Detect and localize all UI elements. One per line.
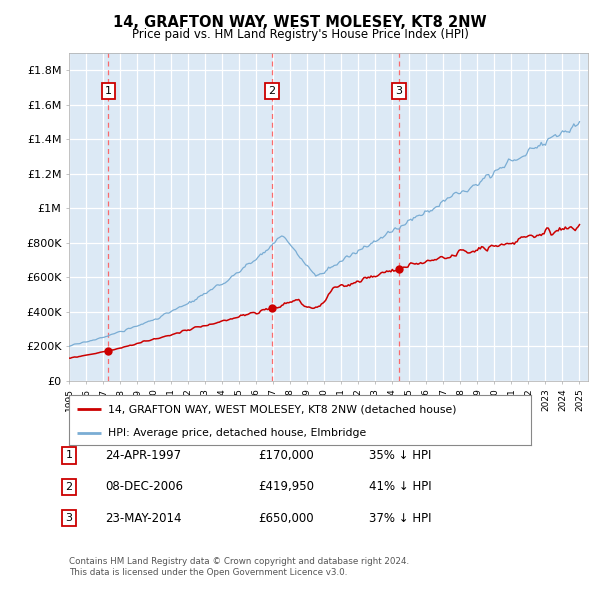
Text: HPI: Average price, detached house, Elmbridge: HPI: Average price, detached house, Elmb… [108,428,367,438]
Text: 41% ↓ HPI: 41% ↓ HPI [369,480,431,493]
Text: 2: 2 [268,86,275,96]
Text: £419,950: £419,950 [258,480,314,493]
Text: Contains HM Land Registry data © Crown copyright and database right 2024.: Contains HM Land Registry data © Crown c… [69,557,409,566]
Text: 1: 1 [104,86,112,96]
Text: 35% ↓ HPI: 35% ↓ HPI [369,449,431,462]
Text: 2: 2 [65,482,73,491]
Text: 3: 3 [395,86,403,96]
Text: 3: 3 [65,513,73,523]
Text: 37% ↓ HPI: 37% ↓ HPI [369,512,431,525]
Text: 1: 1 [65,451,73,460]
Text: This data is licensed under the Open Government Licence v3.0.: This data is licensed under the Open Gov… [69,568,347,577]
Text: £170,000: £170,000 [258,449,314,462]
Text: 24-APR-1997: 24-APR-1997 [105,449,181,462]
Text: £650,000: £650,000 [258,512,314,525]
Text: Price paid vs. HM Land Registry's House Price Index (HPI): Price paid vs. HM Land Registry's House … [131,28,469,41]
Text: 14, GRAFTON WAY, WEST MOLESEY, KT8 2NW (detached house): 14, GRAFTON WAY, WEST MOLESEY, KT8 2NW (… [108,404,457,414]
Text: 23-MAY-2014: 23-MAY-2014 [105,512,182,525]
Text: 14, GRAFTON WAY, WEST MOLESEY, KT8 2NW: 14, GRAFTON WAY, WEST MOLESEY, KT8 2NW [113,15,487,30]
Text: 08-DEC-2006: 08-DEC-2006 [105,480,183,493]
